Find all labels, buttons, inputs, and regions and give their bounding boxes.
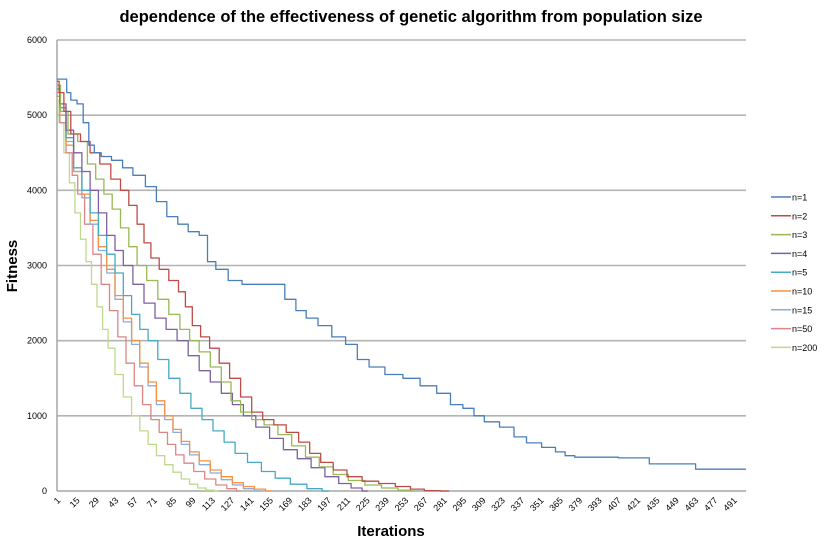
x-tick-label: 379 (567, 495, 585, 513)
gridlines (57, 39, 746, 417)
y-tick-label: 4000 (27, 185, 47, 195)
y-tick-label: 2000 (27, 336, 47, 346)
x-tick-label: 43 (106, 495, 120, 509)
legend-label: n=50 (792, 324, 812, 334)
x-tick-label: 141 (238, 495, 256, 513)
legend-item: n=4 (771, 249, 807, 259)
x-tick-label: 169 (277, 495, 295, 513)
x-tick-label: 71 (145, 495, 159, 509)
series-line-n-2 (57, 80, 450, 492)
series-line-n-1 (57, 78, 746, 470)
legend-item: n=2 (771, 211, 807, 221)
series-line-n-4 (57, 84, 368, 492)
x-tick-label: 57 (126, 495, 140, 509)
x-tick-label: 365 (547, 495, 565, 513)
x-axis-title: Iterations (357, 523, 425, 540)
x-tick-label: 323 (489, 495, 507, 513)
x-tick-label: 113 (200, 495, 217, 512)
series-line-n-3 (57, 84, 415, 492)
legend-item: n=1 (771, 193, 807, 203)
y-tick-label: 5000 (27, 110, 47, 120)
y-axis-title: Fitness (4, 240, 21, 293)
series-line-n-5 (57, 88, 329, 492)
x-tick-label: 435 (644, 495, 662, 513)
y-axis-ticks: 0 1000 2000 3000 4000 5000 6000 (27, 35, 47, 496)
x-tick-label: 211 (335, 495, 352, 512)
x-tick-label: 239 (373, 495, 391, 513)
x-tick-label: 225 (354, 495, 372, 513)
y-tick-label: 1000 (27, 411, 47, 421)
x-tick-label: 463 (683, 495, 701, 513)
x-tick-label: 351 (528, 495, 546, 513)
legend-item: n=200 (771, 343, 817, 353)
legend-label: n=15 (792, 305, 812, 315)
legend-item: n=5 (771, 268, 807, 278)
x-tick-label: 491 (721, 495, 739, 513)
legend-item: n=15 (771, 305, 812, 315)
x-tick-label: 337 (509, 495, 527, 513)
legend-label: n=10 (792, 287, 812, 297)
x-tick-label: 393 (586, 495, 604, 513)
x-tick-label: 85 (164, 495, 178, 509)
x-tick-label: 197 (315, 495, 333, 513)
x-tick-label: 449 (663, 495, 681, 513)
legend-label: n=1 (792, 193, 807, 203)
x-tick-label: 253 (393, 495, 411, 513)
legend-item: n=10 (771, 287, 812, 297)
series-line-n-200 (57, 99, 219, 492)
x-tick-label: 421 (625, 495, 643, 513)
legend-label: n=5 (792, 268, 807, 278)
x-tick-label: 477 (702, 495, 720, 513)
legend-label: n=4 (792, 249, 807, 259)
x-tick-label: 309 (470, 495, 488, 513)
x-tick-label: 29 (87, 495, 101, 509)
x-axis-ticks: 1 15 29 43 57 71 85 99 113 127 141 155 169 183 197 211 2… (52, 495, 739, 513)
legend-label: n=200 (792, 343, 817, 353)
x-tick-label: 155 (257, 495, 275, 513)
chart-title: dependence of the effectiveness of genet… (119, 8, 702, 26)
legend-label: n=2 (792, 211, 807, 221)
series-line-n-10 (57, 91, 271, 492)
legend-item: n=3 (771, 230, 807, 240)
series-line-n-50 (57, 95, 241, 492)
x-tick-label: 183 (296, 495, 314, 513)
legend-label: n=3 (792, 230, 807, 240)
x-tick-label: 407 (605, 495, 623, 513)
x-tick-label: 15 (68, 495, 82, 509)
x-tick-label: 99 (184, 495, 198, 509)
x-tick-label: 267 (412, 495, 430, 513)
x-tick-label: 295 (451, 495, 469, 513)
y-tick-label: 3000 (27, 261, 47, 271)
y-tick-label: 0 (42, 486, 47, 496)
y-tick-label: 6000 (27, 35, 47, 45)
series-lines (57, 78, 746, 492)
legend-item: n=50 (771, 324, 812, 334)
legend: n=1 n=2 n=3 n=4 n=5 n=10 n=15 n=50 n=200 (771, 193, 817, 353)
x-tick-label: 281 (431, 495, 449, 513)
x-tick-label: 1 (52, 495, 63, 506)
x-tick-label: 127 (219, 495, 237, 513)
